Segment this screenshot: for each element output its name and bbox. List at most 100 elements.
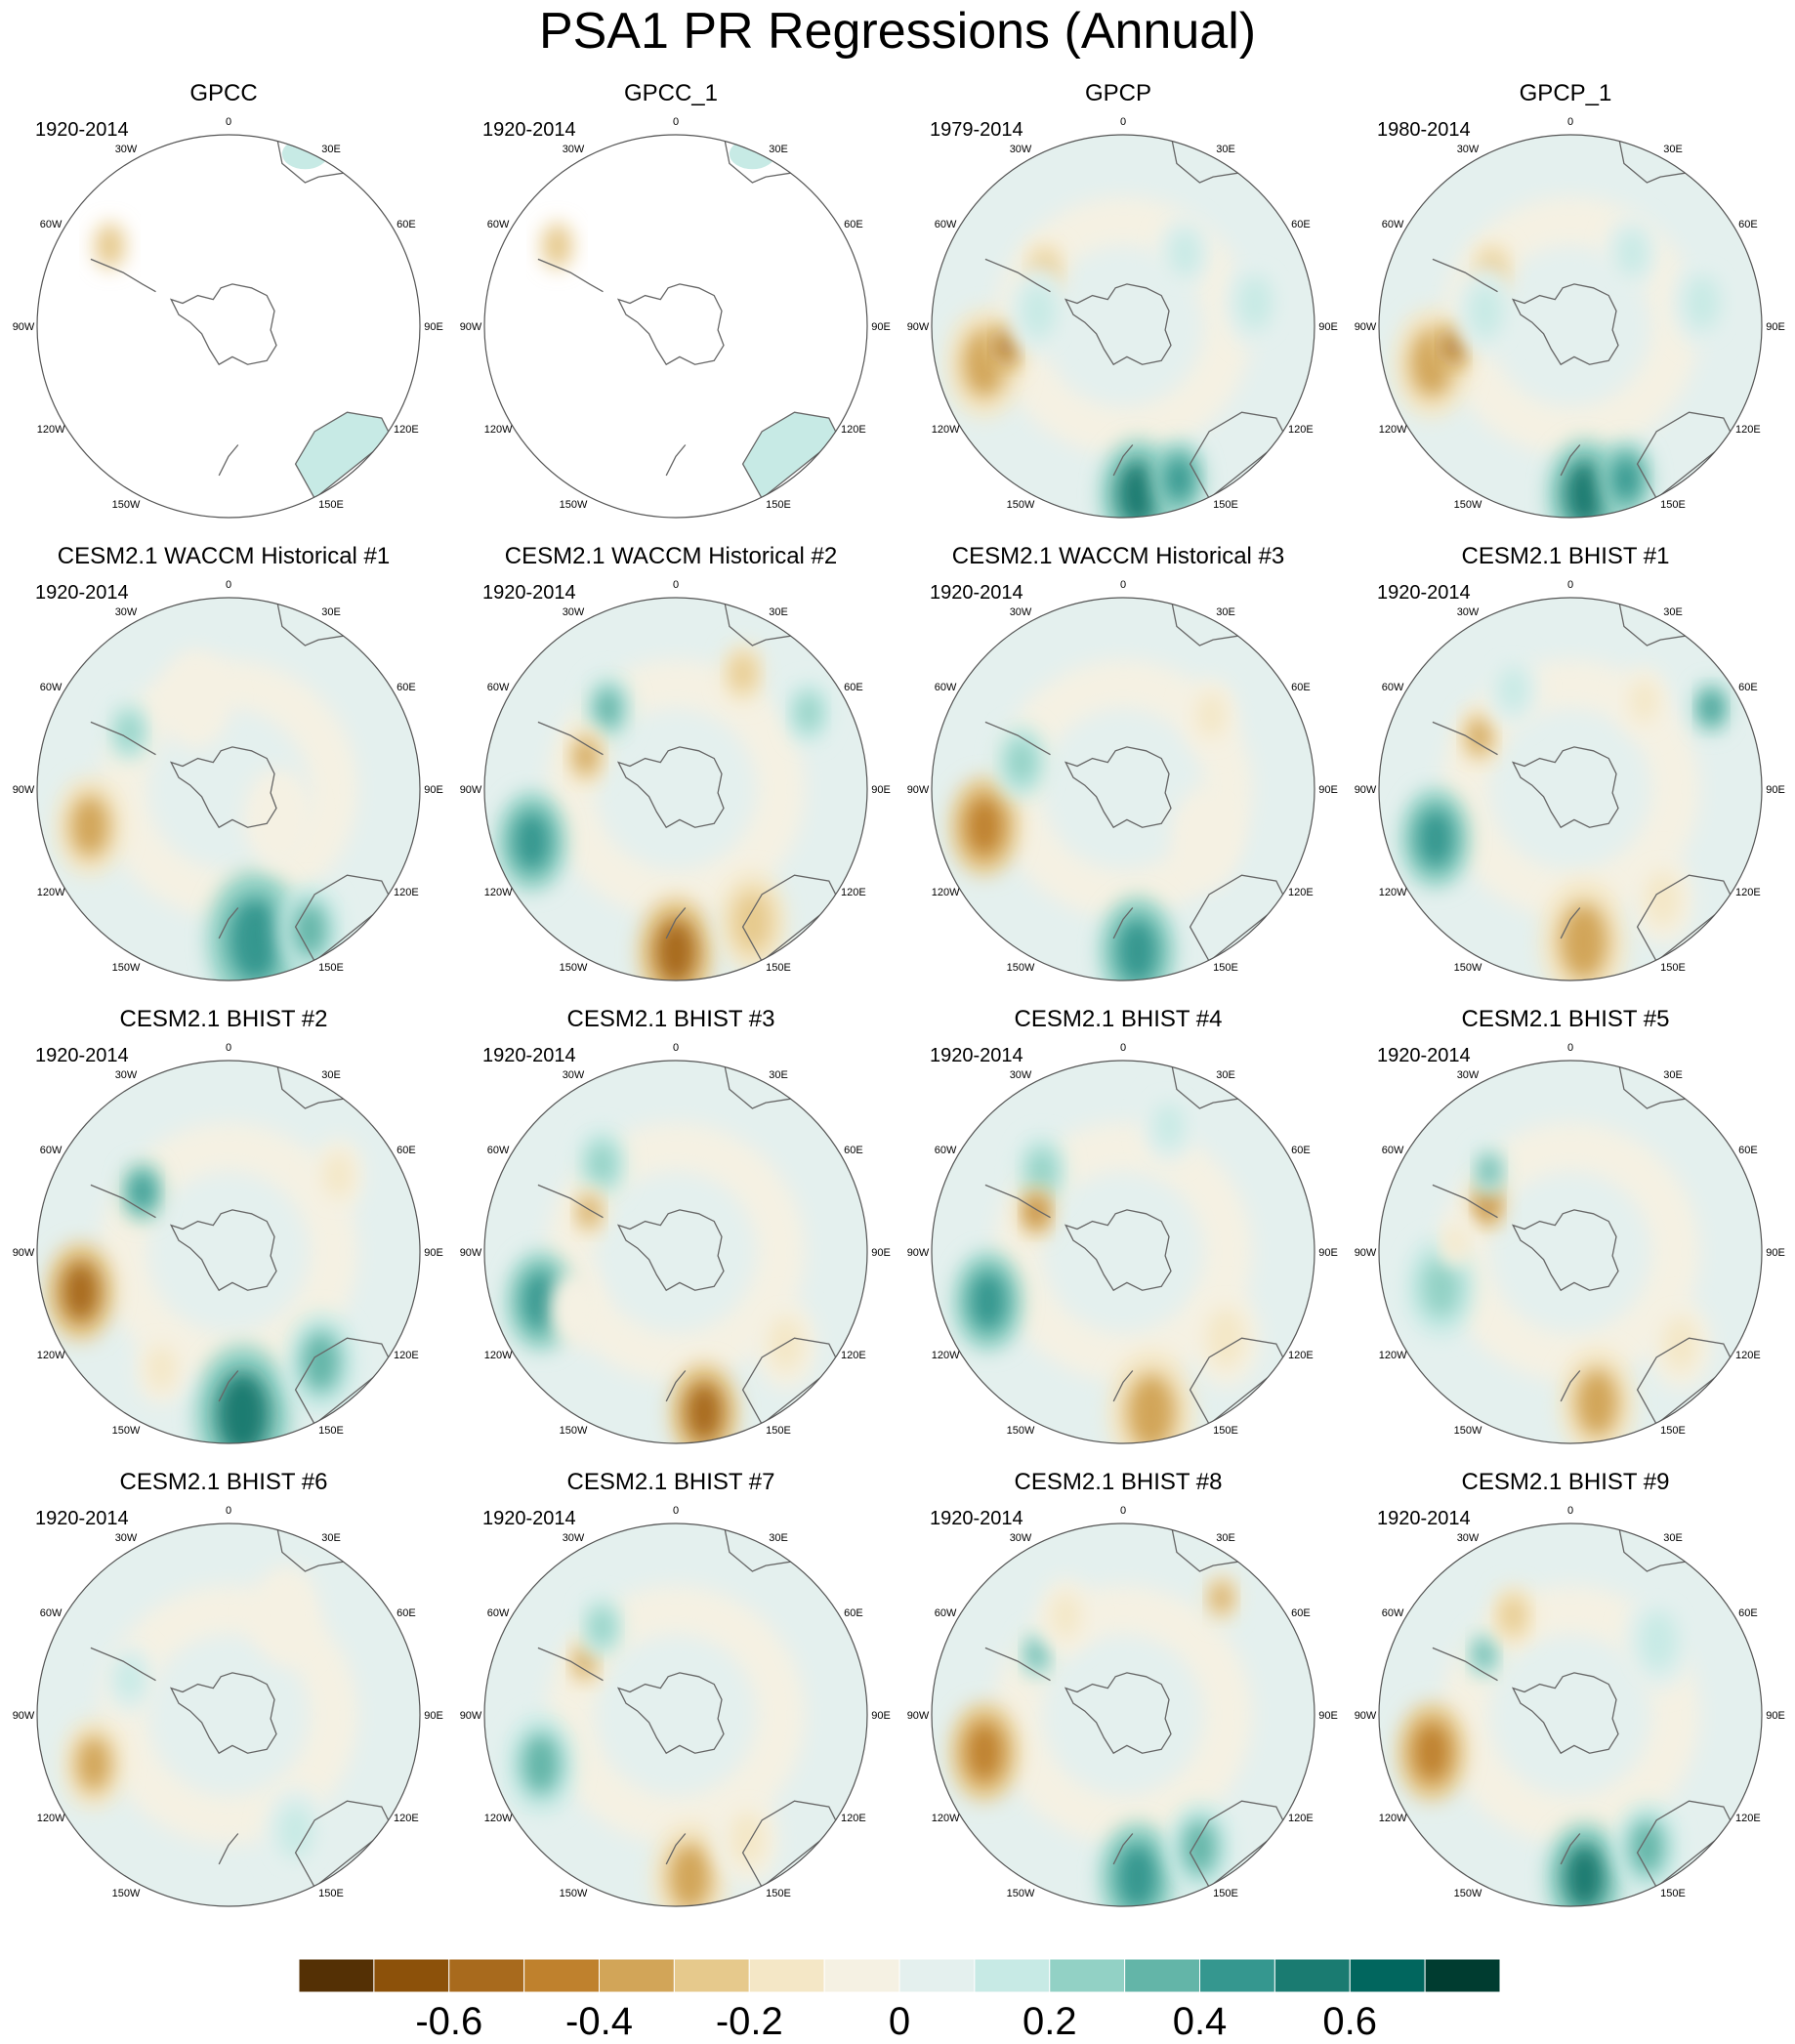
longitude-label: 120E [1288, 424, 1314, 436]
longitude-label: 150W [1007, 962, 1035, 974]
longitude-label: 150E [1213, 499, 1238, 511]
colorbar-tick-label: -0.2 [715, 2000, 783, 2043]
colorbar-bin [299, 1959, 375, 1993]
panel-title: CESM2.1 BHIST #9 [1461, 1469, 1670, 1495]
longitude-label: 90W [13, 1710, 35, 1722]
longitude-label: 120W [1379, 887, 1407, 898]
longitude-label: 30E [321, 1532, 341, 1544]
longitude-label: 120W [37, 1813, 65, 1824]
panel-title: CESM2.1 BHIST #7 [566, 1469, 775, 1495]
colorbar-bin [1199, 1959, 1275, 1993]
longitude-label: 0 [1120, 116, 1126, 128]
longitude-label: 90E [871, 784, 891, 796]
longitude-label: 150E [1660, 1425, 1686, 1437]
longitude-label: 30W [1010, 1532, 1032, 1544]
polar-map: 0 30E 60E 90E 120E 150E 180 150W 120W 90W 60W 30W [1355, 579, 1785, 990]
longitude-label: 120E [841, 887, 866, 898]
longitude-label: 90W [460, 1710, 482, 1722]
longitude-label: 0 [673, 116, 679, 128]
map-panel: 0 30E 60E 90E 120E 150E 180 150W 120W 90W 60W 30W CE… [0, 994, 447, 1453]
longitude-label: 60E [397, 219, 416, 230]
polar-map: 0 30E 60E 90E 120E 150E 180 150W 120W 90W 60W 30W [13, 1505, 443, 1916]
longitude-label: 90E [1766, 784, 1785, 796]
longitude-label: 90W [460, 1247, 482, 1259]
polar-map: 0 30E 60E 90E 120E 150E 180 150W 120W 90W 60W 30W [907, 1042, 1338, 1453]
longitude-label: 60E [844, 1145, 863, 1156]
longitude-label: 150W [112, 962, 141, 974]
longitude-label: 180 [1114, 526, 1132, 527]
longitude-label: 30E [321, 606, 341, 618]
longitude-label: 150E [1660, 499, 1686, 511]
longitude-label: 60W [40, 1145, 63, 1156]
colorbar-bin [373, 1959, 450, 1993]
longitude-label: 30E [1663, 1069, 1683, 1081]
panel-period: 1920-2014 [930, 582, 1023, 604]
longitude-label: 120E [394, 424, 419, 436]
longitude-label: 30W [1010, 144, 1032, 155]
longitude-label: 30E [769, 1069, 788, 1081]
longitude-label: 30W [563, 1532, 585, 1544]
longitude-label: 60W [1382, 1145, 1404, 1156]
longitude-label: 60W [487, 1607, 510, 1619]
map-panel: 0 30E 60E 90E 120E 150E 180 150W 120W 90W 60W 30W CE… [1342, 531, 1789, 990]
longitude-label: 90W [13, 1247, 35, 1259]
map-panel: 0 30E 60E 90E 120E 150E 180 150W 120W 90W 60W 30W CE… [0, 1457, 447, 1916]
longitude-label: 30E [1663, 1532, 1683, 1544]
longitude-label: 0 [1120, 1042, 1126, 1054]
longitude-label: 0 [1567, 1042, 1573, 1054]
longitude-label: 150W [112, 1425, 141, 1437]
longitude-label: 60W [40, 219, 63, 230]
panel-period: 1920-2014 [35, 582, 129, 604]
colorbar-bin [1349, 1959, 1426, 1993]
longitude-label: 0 [1567, 1505, 1573, 1517]
longitude-label: 150E [766, 499, 791, 511]
longitude-label: 60W [935, 1607, 957, 1619]
longitude-label: 90E [424, 784, 443, 796]
colorbar-bin [974, 1959, 1051, 1993]
longitude-label: 90E [1766, 1247, 1785, 1259]
longitude-label: 180 [667, 1452, 685, 1453]
longitude-label: 120W [37, 887, 65, 898]
longitude-label: 60W [1382, 1607, 1404, 1619]
panel-title: CESM2.1 BHIST #6 [119, 1469, 328, 1495]
longitude-label: 30E [1663, 606, 1683, 618]
longitude-label: 60E [1291, 1607, 1311, 1619]
polar-map: 0 30E 60E 90E 120E 150E 180 150W 120W 90W 60W 30W [1355, 1042, 1785, 1453]
longitude-label: 30W [1457, 144, 1480, 155]
longitude-label: 60W [487, 682, 510, 693]
panel-period: 1920-2014 [482, 119, 576, 141]
longitude-label: 150W [560, 1888, 588, 1899]
longitude-label: 120E [1288, 887, 1314, 898]
longitude-label: 150E [1660, 962, 1686, 974]
longitude-label: 0 [1120, 579, 1126, 591]
longitude-label: 180 [1562, 1452, 1579, 1453]
longitude-label: 90E [871, 1247, 891, 1259]
longitude-label: 30W [563, 606, 585, 618]
longitude-label: 150E [318, 962, 344, 974]
longitude-label: 150W [1454, 962, 1482, 974]
longitude-label: 90E [1318, 784, 1338, 796]
panel-title: GPCC [189, 80, 258, 106]
map-panel: 0 30E 60E 90E 120E 150E 180 150W 120W 90W 60W 30W CE… [895, 1457, 1342, 1916]
colorbar-bin [1273, 1959, 1351, 1993]
longitude-label: 60W [935, 1145, 957, 1156]
longitude-label: 150W [560, 1425, 588, 1437]
longitude-label: 60E [1291, 219, 1311, 230]
longitude-label: 30W [1010, 606, 1032, 618]
longitude-label: 60W [935, 682, 957, 693]
longitude-label: 0 [673, 1042, 679, 1054]
longitude-label: 0 [226, 116, 231, 128]
longitude-label: 120W [484, 1813, 513, 1824]
longitude-label: 180 [1114, 989, 1132, 990]
panel-period: 1980-2014 [1377, 119, 1471, 141]
longitude-label: 30E [1216, 606, 1235, 618]
longitude-label: 90E [1766, 321, 1785, 333]
panel-title: CESM2.1 WACCM Historical #3 [951, 543, 1285, 569]
longitude-label: 90E [424, 1247, 443, 1259]
polar-map: 0 30E 60E 90E 120E 150E 180 150W 120W 90W 60W 30W [460, 116, 891, 527]
polar-map: 0 30E 60E 90E 120E 150E 180 150W 120W 90W 60W 30W [460, 1505, 891, 1916]
colorbar-tick-label: 0 [888, 2000, 911, 2043]
panel-title: GPCP_1 [1519, 80, 1612, 106]
longitude-label: 60E [397, 1145, 416, 1156]
colorbar-bin [1424, 1959, 1500, 1993]
